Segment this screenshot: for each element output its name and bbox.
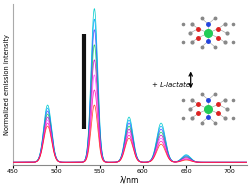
Text: + L-lactate: + L-lactate [152,82,190,88]
X-axis label: λ/nm: λ/nm [120,176,139,185]
Y-axis label: Normalized emission intensity: Normalized emission intensity [4,34,10,135]
